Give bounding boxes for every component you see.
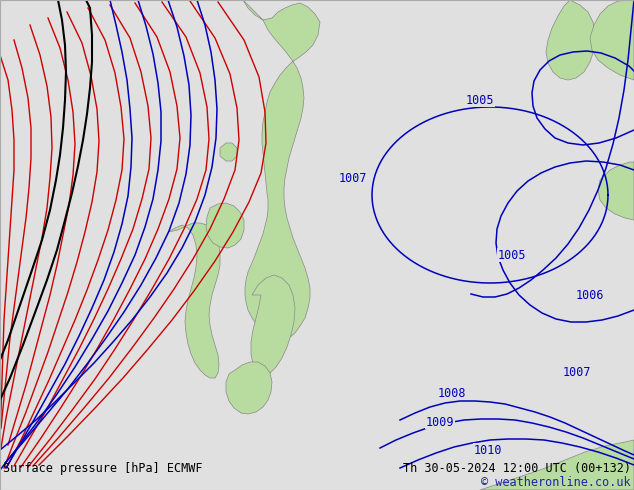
Text: 1005: 1005 xyxy=(498,248,526,262)
Polygon shape xyxy=(590,0,634,80)
Polygon shape xyxy=(546,0,595,80)
Text: 1008: 1008 xyxy=(437,387,466,399)
Polygon shape xyxy=(226,362,272,414)
Polygon shape xyxy=(598,162,634,220)
Text: 1010: 1010 xyxy=(474,443,502,457)
Polygon shape xyxy=(206,203,244,248)
Text: Th 30-05-2024 12:00 UTC (00+132): Th 30-05-2024 12:00 UTC (00+132) xyxy=(403,462,631,475)
Text: Surface pressure [hPa] ECMWF: Surface pressure [hPa] ECMWF xyxy=(3,462,202,475)
Text: 1009: 1009 xyxy=(426,416,454,428)
Polygon shape xyxy=(220,143,237,161)
Text: 1007: 1007 xyxy=(339,172,367,185)
Polygon shape xyxy=(168,223,220,378)
Polygon shape xyxy=(243,0,320,340)
Text: © weatheronline.co.uk: © weatheronline.co.uk xyxy=(481,476,631,489)
Text: 1006: 1006 xyxy=(576,289,604,301)
Text: 1005: 1005 xyxy=(466,94,495,106)
Polygon shape xyxy=(480,440,634,490)
Polygon shape xyxy=(251,275,295,375)
Text: 1007: 1007 xyxy=(563,366,592,378)
